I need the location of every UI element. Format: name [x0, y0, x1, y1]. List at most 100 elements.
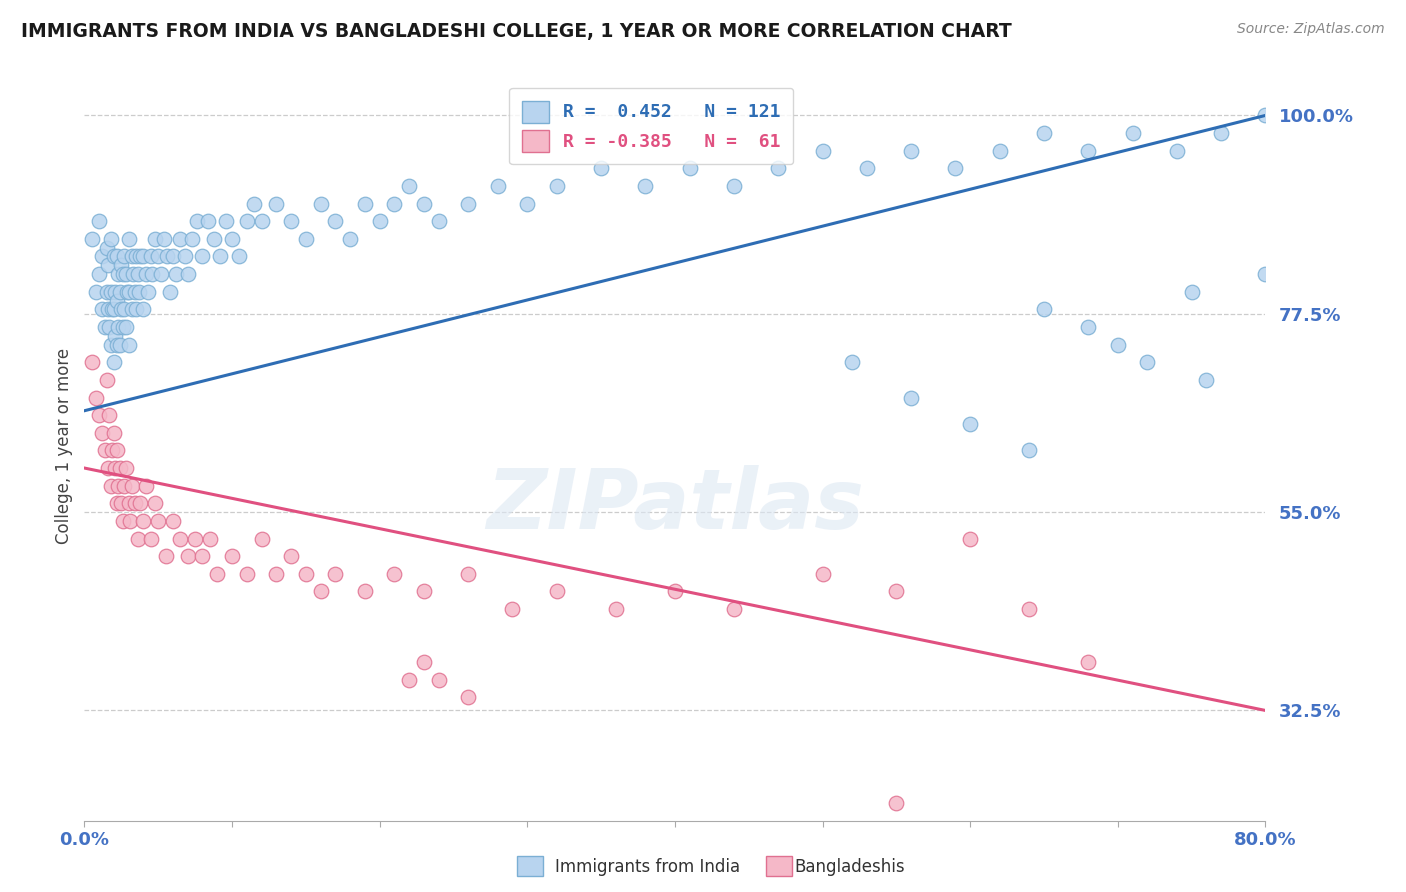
Text: ZIPatlas: ZIPatlas [486, 466, 863, 547]
Point [811, 144, 834, 158]
Point [723, 602, 745, 616]
Point [1077, 144, 1099, 158]
Point [664, 584, 686, 599]
Point [105, 337, 128, 351]
Point [110, 258, 132, 272]
Point [165, 267, 187, 281]
Point [103, 355, 125, 369]
Point [136, 285, 159, 299]
Text: IMMIGRANTS FROM INDIA VS BANGLADESHI COLLEGE, 1 YEAR OR MORE CORRELATION CHART: IMMIGRANTS FROM INDIA VS BANGLADESHI COL… [21, 22, 1012, 41]
Point [91, 302, 114, 317]
Point [886, 584, 908, 599]
Point [148, 514, 170, 528]
Point [382, 196, 406, 211]
Point [1254, 267, 1277, 281]
Point [84, 391, 107, 405]
Point [114, 267, 136, 281]
Point [382, 566, 406, 581]
Point [427, 673, 450, 687]
Point [107, 267, 129, 281]
Point [841, 355, 863, 369]
Point [215, 214, 238, 228]
Point [143, 496, 166, 510]
Point [501, 602, 523, 616]
Point [250, 214, 273, 228]
Point [354, 584, 377, 599]
Point [723, 178, 745, 193]
Point [309, 196, 332, 211]
Point [191, 250, 214, 264]
Point [679, 161, 702, 176]
Point [162, 514, 184, 528]
Point [108, 285, 131, 299]
Point [80, 355, 103, 369]
Point [121, 250, 143, 264]
Point [457, 690, 479, 705]
Point [108, 461, 131, 475]
Point [202, 232, 225, 246]
Point [132, 250, 155, 264]
Point [103, 425, 125, 440]
Point [156, 250, 179, 264]
Point [413, 196, 436, 211]
Point [634, 178, 657, 193]
Point [97, 258, 120, 272]
Text: Source: ZipAtlas.com: Source: ZipAtlas.com [1237, 22, 1385, 37]
Point [236, 566, 259, 581]
Point [221, 232, 243, 246]
Point [112, 250, 135, 264]
Point [87, 267, 111, 281]
Point [198, 532, 221, 546]
Point [413, 584, 436, 599]
Point [110, 302, 132, 317]
Point [197, 214, 219, 228]
Point [398, 673, 420, 687]
Point [162, 250, 184, 264]
Point [104, 328, 127, 343]
Point [104, 285, 127, 299]
Point [135, 267, 157, 281]
Point [339, 232, 361, 246]
Point [591, 161, 613, 176]
Point [87, 214, 111, 228]
Point [280, 549, 302, 564]
Point [98, 320, 121, 334]
Point [486, 178, 509, 193]
Point [209, 250, 232, 264]
Y-axis label: College, 1 year or more: College, 1 year or more [55, 348, 73, 544]
Point [1018, 602, 1040, 616]
Point [153, 232, 176, 246]
Point [207, 566, 229, 581]
Point [169, 232, 191, 246]
Point [128, 285, 150, 299]
Point [80, 232, 103, 246]
Point [105, 496, 128, 510]
Point [115, 285, 138, 299]
Point [98, 408, 121, 422]
Point [1122, 126, 1144, 140]
Point [988, 144, 1011, 158]
Point [295, 566, 318, 581]
Point [122, 267, 145, 281]
Point [1077, 320, 1099, 334]
Point [1181, 285, 1204, 299]
Point [127, 532, 149, 546]
Point [124, 285, 146, 299]
Point [325, 214, 347, 228]
Point [181, 232, 204, 246]
Point [111, 514, 134, 528]
Point [84, 285, 107, 299]
Point [959, 417, 981, 431]
Point [266, 566, 288, 581]
Point [280, 214, 302, 228]
Point [1136, 355, 1159, 369]
Point [125, 250, 148, 264]
Point [1195, 373, 1218, 387]
Point [94, 443, 117, 458]
Point [121, 302, 143, 317]
Point [100, 337, 122, 351]
Point [96, 285, 118, 299]
Point [96, 241, 118, 255]
Point [856, 161, 879, 176]
Point [173, 250, 195, 264]
